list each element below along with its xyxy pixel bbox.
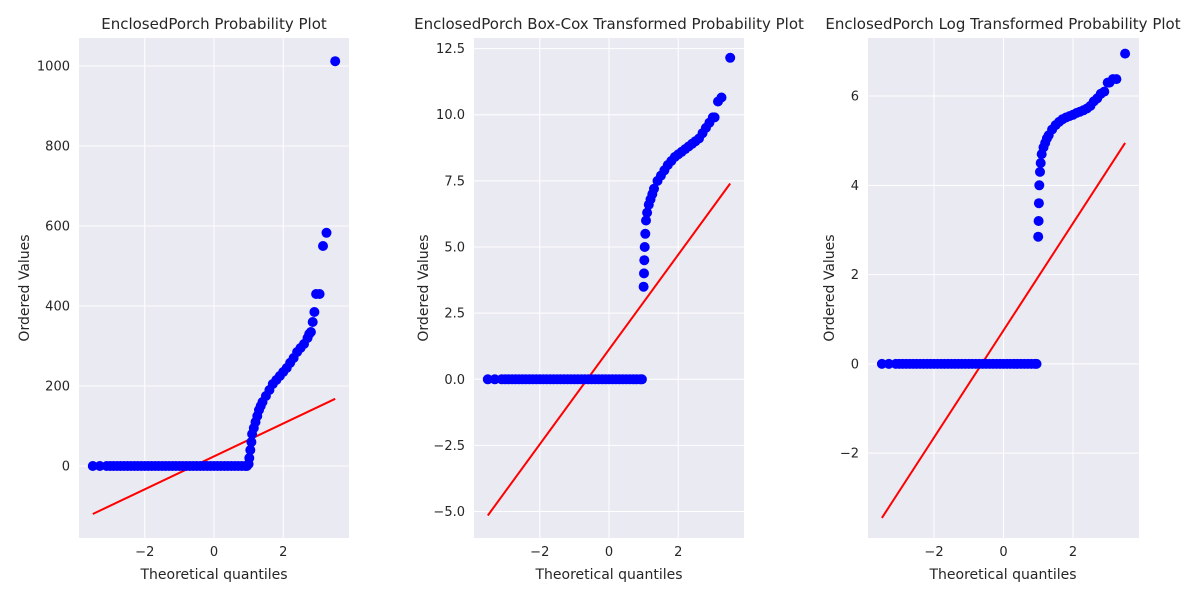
data-point [1033, 198, 1044, 209]
data-point [640, 228, 651, 239]
x-axis-label: Theoretical quantiles [534, 567, 682, 583]
data-point [639, 242, 650, 252]
y-tick-label: 0.0 [444, 373, 465, 388]
data-point [87, 461, 98, 471]
y-tick-labels: 0 200 400 600 800 1000 [37, 60, 70, 475]
gridlines [79, 38, 349, 538]
data-point [709, 112, 720, 123]
data-point [309, 307, 320, 317]
data-point [883, 358, 894, 369]
y-tick-label: 0 [62, 460, 70, 475]
data-point [1031, 358, 1042, 369]
x-tick-label: 2 [279, 545, 287, 560]
data-point [330, 56, 341, 67]
data-points [482, 52, 736, 385]
fit-line [486, 182, 732, 517]
chart-title: EnclosedPorch Probability Plot [101, 15, 327, 33]
x-tick-label: 0 [605, 545, 613, 560]
data-point [321, 227, 332, 238]
data-point [1033, 231, 1044, 242]
x-tick-labels: −2 0 2 [924, 545, 1077, 560]
data-point [641, 215, 651, 226]
x-tick-label: 2 [674, 545, 682, 560]
data-point [638, 281, 649, 292]
y-tick-label: 800 [45, 140, 70, 155]
data-point [246, 437, 257, 447]
y-tick-label: 2.5 [444, 307, 465, 322]
y-tick-label: 0 [851, 357, 859, 372]
y-tick-label: −2.5 [433, 439, 465, 454]
data-point [305, 327, 316, 337]
y-tick-label: 600 [45, 220, 70, 235]
y-tick-label: 1000 [37, 60, 70, 75]
data-point [482, 374, 493, 385]
y-tick-label: 4 [851, 179, 859, 194]
subplot-3: −2 0 2 −2 0 2 4 6 EnclosedPorch Log Transforme… [822, 15, 1181, 583]
data-point [318, 241, 328, 251]
x-tick-labels: −2 0 2 [530, 545, 682, 560]
data-point [639, 268, 649, 279]
x-tick-label: −2 [135, 545, 154, 560]
y-tick-label: 10.0 [436, 108, 465, 123]
y-tick-label: 2 [851, 268, 859, 283]
data-points [876, 48, 1131, 369]
data-point [245, 445, 256, 455]
y-tick-label: 12.5 [436, 42, 465, 57]
data-point [314, 289, 325, 299]
data-point [1111, 74, 1122, 85]
data-point [716, 92, 727, 103]
y-tick-label: 7.5 [444, 174, 465, 189]
data-point [1120, 48, 1131, 59]
data-point [244, 453, 255, 463]
data-point [1099, 86, 1110, 97]
data-point [489, 374, 500, 385]
subplot-1: −2 0 2 0 200 400 600 800 1000 EnclosedPorch Pro… [17, 15, 349, 583]
x-axis-label: Theoretical quantiles [139, 567, 287, 583]
data-points [87, 56, 341, 471]
y-tick-label: −2 [840, 447, 859, 462]
x-tick-labels: −2 0 2 [135, 545, 287, 560]
data-point [876, 358, 887, 369]
data-point [1034, 180, 1045, 191]
chart-title: EnclosedPorch Box-Cox Transformed Probab… [414, 15, 804, 33]
x-axis-label: Theoretical quantiles [928, 567, 1076, 583]
chart-title: EnclosedPorch Log Transformed Probabilit… [825, 15, 1180, 33]
data-point [649, 183, 659, 194]
y-tick-label: 5.0 [444, 240, 465, 255]
y-axis-label: Ordered Values [17, 234, 33, 341]
y-tick-label: −5.0 [433, 505, 465, 520]
y-axis-label: Ordered Values [822, 234, 838, 341]
y-tick-labels: −5.0 −2.5 0.0 2.5 5.0 7.5 10.0 12.5 [433, 42, 465, 520]
x-tick-label: −2 [530, 545, 549, 560]
data-point [639, 255, 650, 266]
data-point [307, 317, 318, 327]
data-point [94, 461, 105, 471]
x-tick-label: 2 [1069, 545, 1077, 560]
y-axis-label: Ordered Values [416, 234, 432, 341]
x-tick-label: −2 [924, 545, 943, 560]
subplot-2: −2 0 2 −5.0 −2.5 0.0 2.5 5.0 7.5 10.0 12.5 Enclos… [414, 15, 804, 583]
fit-line [92, 397, 336, 515]
data-point [1035, 166, 1045, 177]
y-tick-label: 400 [45, 300, 70, 315]
y-tick-labels: −2 0 2 4 6 [840, 90, 859, 462]
data-point [636, 374, 647, 385]
y-tick-label: 200 [45, 380, 70, 395]
data-point [1033, 216, 1044, 226]
x-tick-label: 0 [210, 545, 218, 560]
fit-line [881, 142, 1126, 519]
y-tick-label: 6 [851, 90, 859, 105]
data-point [642, 207, 653, 218]
x-tick-label: 0 [999, 545, 1007, 560]
data-point [1035, 158, 1046, 168]
data-point [725, 52, 736, 63]
